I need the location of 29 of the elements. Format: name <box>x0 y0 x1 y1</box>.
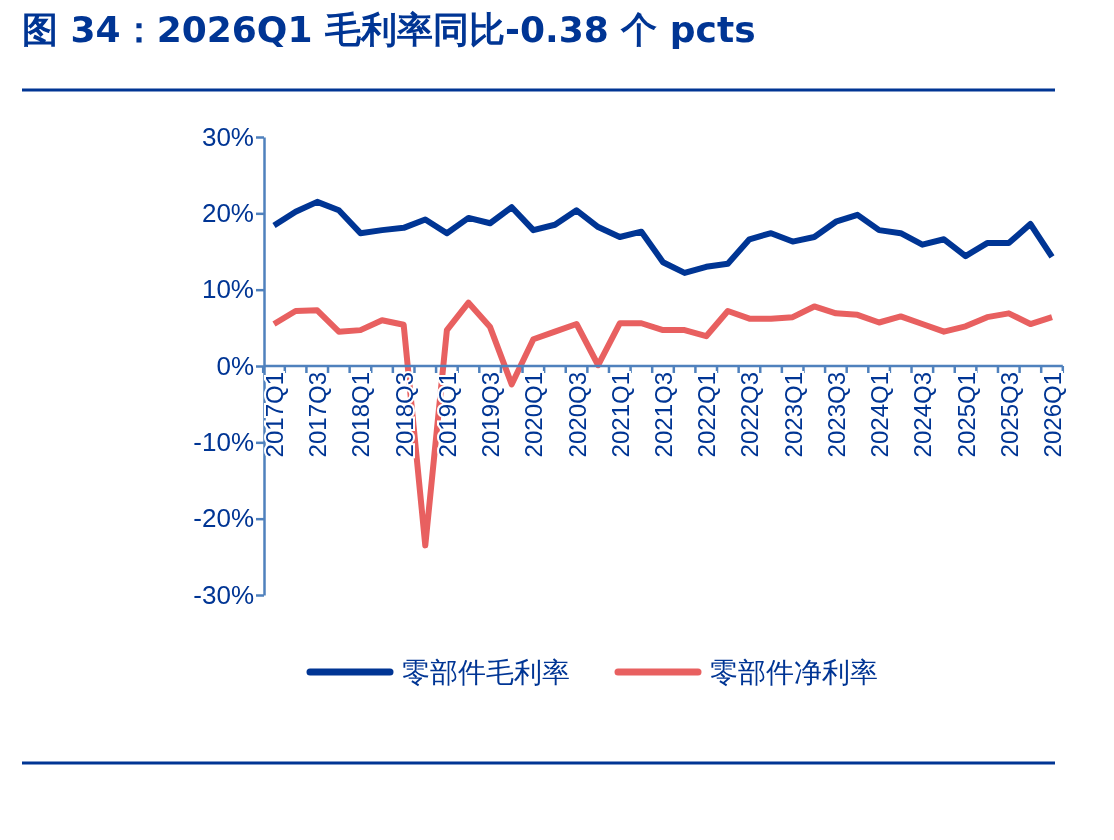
legend-label: 零部件净利率 <box>710 657 878 688</box>
x-tick-label: 2024Q3 <box>909 372 937 458</box>
legend-label: 零部件毛利率 <box>402 657 570 688</box>
x-tick-label: 2022Q1 <box>693 372 721 458</box>
y-tick-label: 0% <box>216 350 254 381</box>
x-tick-label: 2017Q1 <box>261 372 288 458</box>
chart-title: 图 34：2026Q1 毛利率同比-0.38 个 pcts <box>22 9 756 50</box>
y-tick-label: 30% <box>201 121 254 152</box>
y-tick-label: -20% <box>193 503 254 534</box>
y-tick-label: 10% <box>201 274 254 305</box>
x-tick-label: 2018Q1 <box>347 372 375 458</box>
x-tick-label: 2018Q3 <box>390 372 418 458</box>
x-tick-label: 2019Q3 <box>477 372 505 458</box>
y-tick-label: -30% <box>193 579 254 610</box>
x-tick-label: 2022Q3 <box>736 372 764 458</box>
y-tick-label: 20% <box>201 198 254 229</box>
x-tick-label: 2025Q1 <box>952 372 980 458</box>
x-tick-label: 2019Q1 <box>433 372 461 458</box>
x-tick-label: 2020Q1 <box>520 372 548 458</box>
x-tick-label: 2024Q1 <box>866 372 894 458</box>
x-tick-label: 2017Q3 <box>304 372 332 458</box>
x-tick-label: 2020Q3 <box>563 372 591 458</box>
x-tick-label: 2023Q1 <box>779 372 807 458</box>
x-tick-label: 2021Q1 <box>606 372 634 458</box>
y-tick-label: -10% <box>193 427 254 458</box>
x-tick-label: 2021Q3 <box>650 372 677 458</box>
x-tick-label: 2026Q1 <box>1039 372 1066 458</box>
x-tick-label: 2023Q3 <box>822 372 850 458</box>
x-tick-label: 2025Q3 <box>995 372 1023 458</box>
